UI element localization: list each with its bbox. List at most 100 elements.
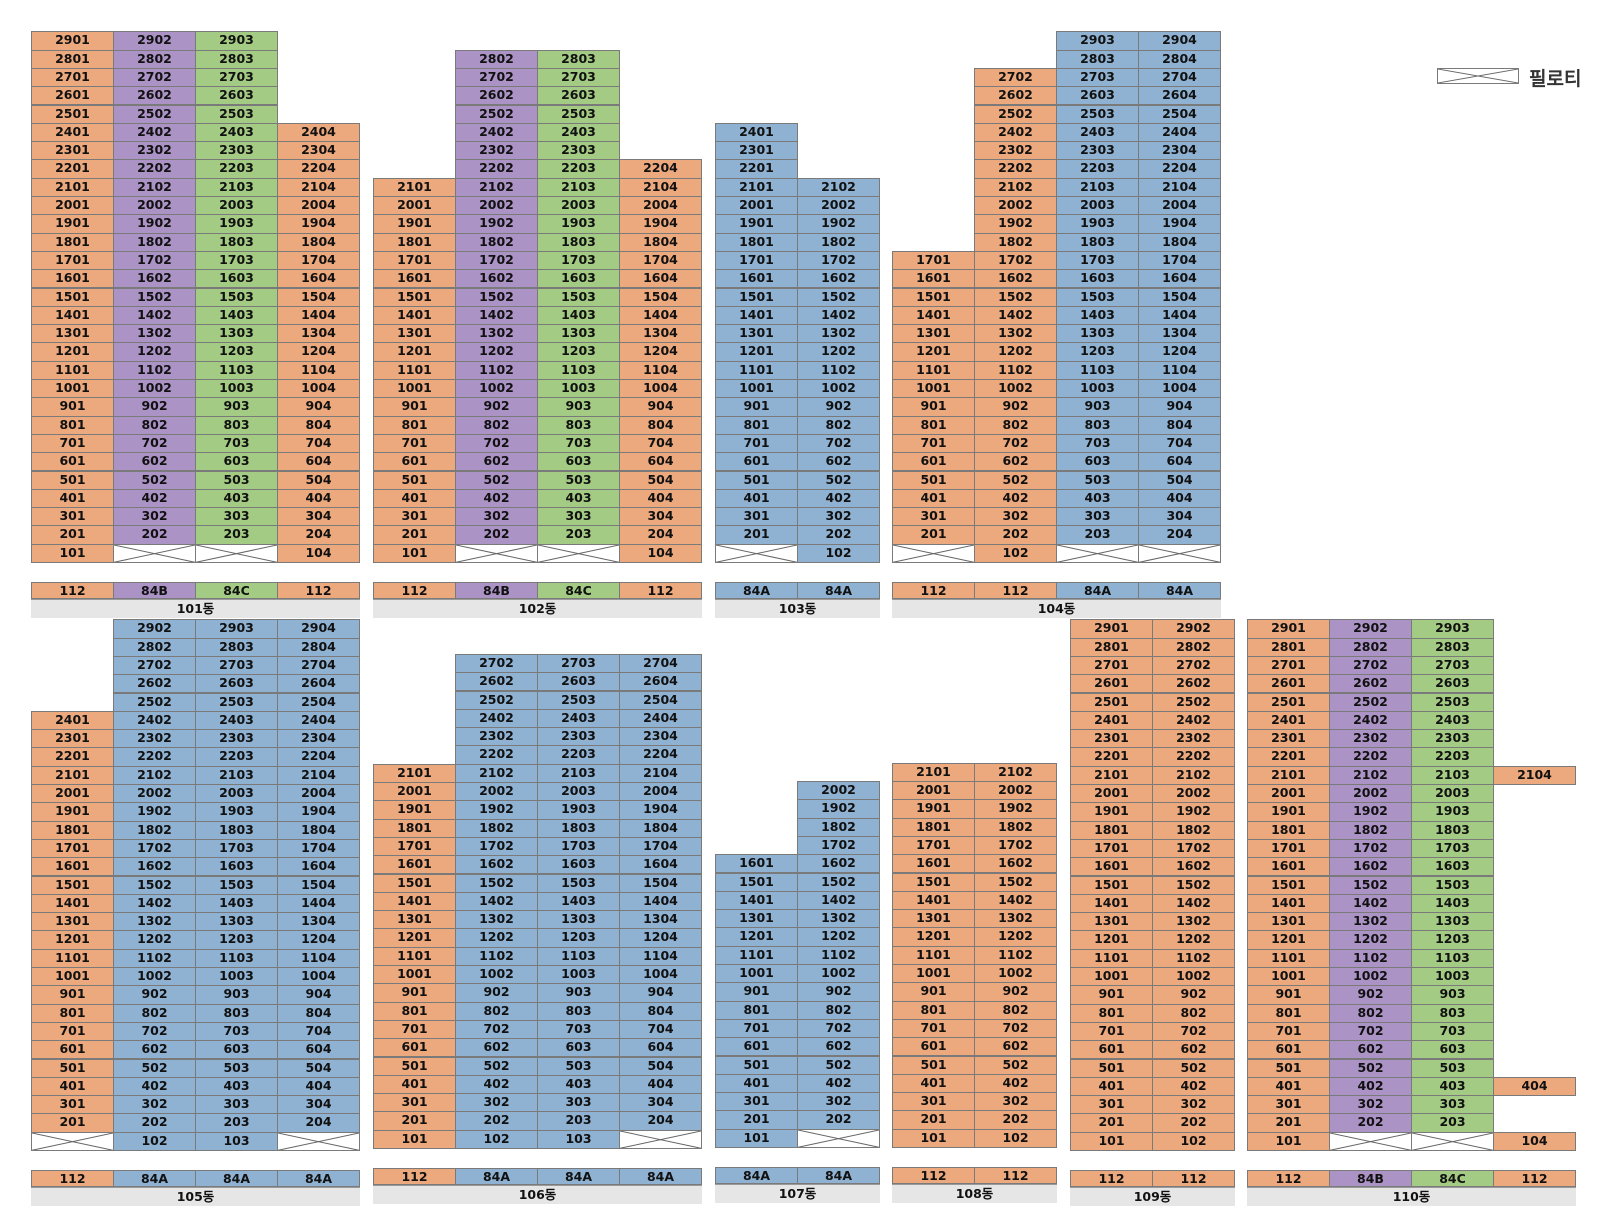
unit-cell: 903 xyxy=(1056,397,1139,417)
unit-cell: 1504 xyxy=(277,875,360,895)
unit-cell: 1104 xyxy=(619,946,702,966)
unit-cell: 2101 xyxy=(1247,765,1330,785)
unit-cell: 704 xyxy=(1138,433,1221,454)
unit-cell: 2903 xyxy=(195,619,278,639)
unit-cell: 1401 xyxy=(31,305,114,326)
piloti-cell xyxy=(619,1129,702,1149)
unit-cell: 802 xyxy=(797,415,880,435)
unit-cell: 1703 xyxy=(1411,838,1494,859)
unit-cell: 1203 xyxy=(537,342,620,362)
unit-type-label: 112 xyxy=(892,582,975,599)
unit-cell: 2402 xyxy=(113,122,196,143)
unit-cell: 2102 xyxy=(113,177,196,197)
unit-cell: 703 xyxy=(1056,433,1139,454)
building-name: 102동 xyxy=(373,599,702,618)
unit-cell: 504 xyxy=(619,470,702,490)
unit-cell: 1402 xyxy=(113,893,196,914)
unit-cell: 2102 xyxy=(974,762,1057,782)
unit-cell: 803 xyxy=(1056,415,1139,435)
unit-cell: 901 xyxy=(1070,985,1153,1005)
unit-cell: 1701 xyxy=(892,835,975,856)
unit-cell: 2802 xyxy=(1152,637,1235,657)
unit-cell: 2801 xyxy=(1070,637,1153,657)
unit-cell: 302 xyxy=(1152,1095,1235,1115)
unit-cell: 1704 xyxy=(277,250,360,271)
unit-cell: 602 xyxy=(797,1037,880,1057)
unit-cell: 1802 xyxy=(113,820,196,840)
unit-type-label: 84A xyxy=(1138,582,1221,599)
unit-cell: 2102 xyxy=(974,177,1057,197)
unit-cell: 601 xyxy=(31,452,114,472)
unit-cell: 803 xyxy=(537,415,620,435)
unit-cell: 2602 xyxy=(113,674,196,694)
unit-cell: 603 xyxy=(537,1038,620,1058)
unit-cell: 1102 xyxy=(974,360,1057,380)
unit-type-label: 84A xyxy=(113,1170,196,1187)
unit-cell: 1601 xyxy=(31,857,114,877)
unit-cell: 2402 xyxy=(455,122,538,143)
unit-cell: 102 xyxy=(974,543,1057,563)
unit-cell: 1304 xyxy=(619,910,702,930)
unit-cell: 2302 xyxy=(974,141,1057,161)
building-name: 109동 xyxy=(1070,1187,1235,1206)
unit-cell: 2702 xyxy=(455,67,538,88)
unit-cell: 302 xyxy=(797,1092,880,1112)
unit-cell: 102 xyxy=(1152,1131,1235,1151)
unit-cell: 1602 xyxy=(1329,857,1412,877)
unit-cell: 1503 xyxy=(1411,875,1494,895)
unit-cell: 2201 xyxy=(31,159,114,179)
unit-cell: 2402 xyxy=(1152,710,1235,731)
unit-cell: 1801 xyxy=(31,232,114,252)
unit-cell: 1301 xyxy=(892,324,975,344)
unit-cell: 402 xyxy=(113,1076,196,1097)
unit-cell: 1401 xyxy=(715,890,798,911)
unit-cell: 2602 xyxy=(1152,674,1235,694)
unit-cell: 101 xyxy=(715,1128,798,1148)
unit-cell: 901 xyxy=(715,982,798,1002)
unit-cell: 1701 xyxy=(373,250,456,271)
unit-cell: 2501 xyxy=(1247,692,1330,712)
unit-cell: 2004 xyxy=(619,196,702,216)
unit-cell: 501 xyxy=(373,1056,456,1076)
unit-cell: 301 xyxy=(31,507,114,527)
unit-cell: 101 xyxy=(1070,1131,1153,1151)
unit-cell: 1003 xyxy=(195,379,278,399)
unit-type-label: 84B xyxy=(455,582,538,599)
unit-cell: 1702 xyxy=(455,250,538,271)
unit-cell: 1703 xyxy=(1056,250,1139,271)
unit-cell: 2803 xyxy=(195,637,278,657)
unit-cell: 201 xyxy=(31,525,114,545)
unit-cell: 1403 xyxy=(195,893,278,914)
unit-cell: 902 xyxy=(797,982,880,1002)
unit-cell: 1403 xyxy=(195,305,278,326)
unit-cell: 1703 xyxy=(195,838,278,859)
unit-cell: 2203 xyxy=(1056,159,1139,179)
unit-cell: 1402 xyxy=(455,305,538,326)
unit-cell: 502 xyxy=(113,470,196,490)
unit-cell: 2201 xyxy=(715,159,798,179)
unit-cell: 2702 xyxy=(974,67,1057,88)
unit-cell: 1402 xyxy=(1329,893,1412,914)
unit-cell: 1301 xyxy=(1247,912,1330,932)
unit-cell: 2503 xyxy=(195,104,278,124)
unit-cell: 2403 xyxy=(537,708,620,729)
unit-cell: 1803 xyxy=(537,232,620,252)
building-name: 105동 xyxy=(31,1187,360,1206)
unit-cell: 2604 xyxy=(1138,86,1221,106)
unit-cell: 1201 xyxy=(715,342,798,362)
unit-cell: 1001 xyxy=(715,379,798,399)
unit-cell: 302 xyxy=(455,1093,538,1113)
unit-cell: 2804 xyxy=(277,637,360,657)
unit-cell: 902 xyxy=(1152,985,1235,1005)
unit-cell: 104 xyxy=(1493,1131,1576,1151)
unit-cell: 2902 xyxy=(1329,619,1412,639)
unit-cell: 1101 xyxy=(31,360,114,380)
unit-cell: 2201 xyxy=(31,747,114,767)
unit-type-label: 84A xyxy=(797,582,880,599)
unit-cell: 1002 xyxy=(113,967,196,987)
piloti-cell xyxy=(1138,543,1221,563)
unit-cell: 1801 xyxy=(31,820,114,840)
unit-cell: 1603 xyxy=(1411,857,1494,877)
unit-cell: 1902 xyxy=(455,800,538,820)
unit-cell: 1303 xyxy=(537,324,620,344)
